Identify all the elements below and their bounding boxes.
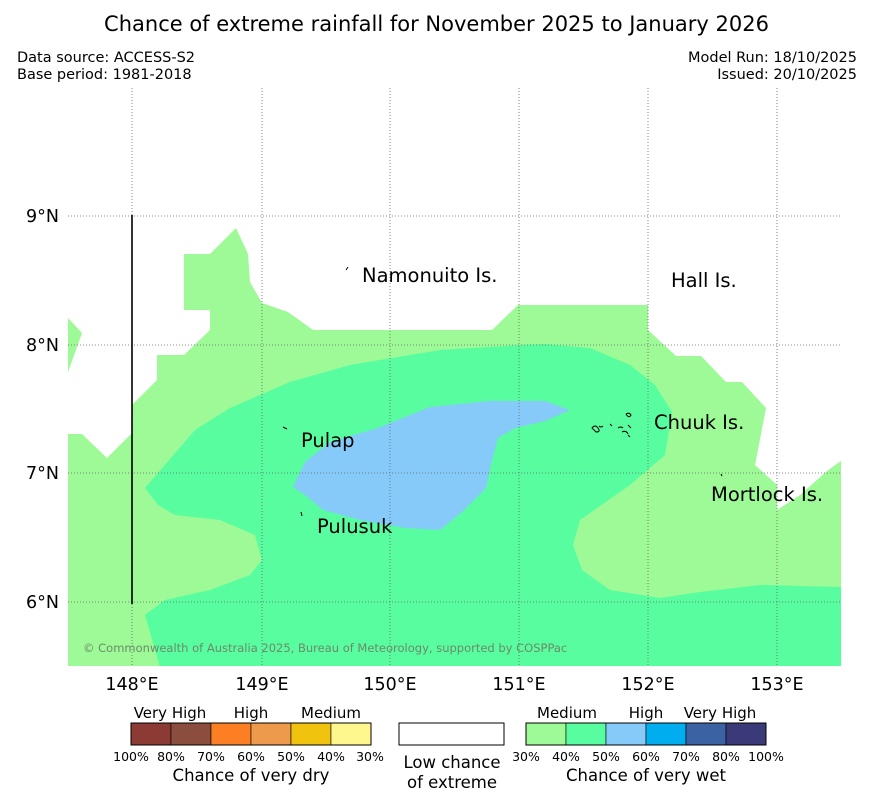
place-labels: Namonuito Is. Hall Is. Pulap Chuuk Is. M… — [301, 264, 823, 538]
legend-dry-category: High — [234, 704, 268, 722]
islands — [282, 266, 723, 517]
legend-dry-frame — [130, 722, 372, 746]
lon-tick-label: 153°E — [750, 675, 803, 695]
legend-dry-category: Medium — [301, 704, 361, 722]
legend-tick: 70% — [672, 749, 700, 764]
place-label: Hall Is. — [671, 269, 737, 292]
place-label: Namonuito Is. — [362, 264, 497, 287]
legend-wet-category: Medium — [537, 704, 597, 722]
legend-wet-swatch — [565, 722, 607, 746]
lat-tick-label: 6°N — [26, 593, 59, 613]
base-period: Base period: 1981-2018 — [17, 67, 192, 83]
region-high-50-60 — [293, 401, 570, 530]
legend-wet-swatch — [645, 722, 687, 746]
legend-tick: 100% — [113, 749, 149, 764]
legend-dry-swatch — [210, 722, 252, 746]
place-label: Pulusuk — [317, 515, 393, 538]
meta-right: Model Run: 18/10/2025 Issued: 20/10/2025 — [688, 50, 857, 84]
legend-dry-swatch — [330, 722, 372, 746]
place-label: Pulap — [301, 429, 355, 452]
copyright-notice: © Commonwealth of Australia 2025, Bureau… — [83, 641, 567, 655]
legend-dry-swatches — [130, 722, 372, 746]
legend-tick: 50% — [277, 749, 305, 764]
data-source: Data source: ACCESS-S2 — [17, 50, 196, 66]
legend-tick: 80% — [157, 749, 185, 764]
legend-dry-swatch — [250, 722, 292, 746]
legend-wet-swatches — [525, 722, 767, 746]
lon-tick-label: 151°E — [492, 675, 545, 695]
issued-date: Issued: 20/10/2025 — [717, 67, 857, 83]
legend-tick: 60% — [237, 749, 265, 764]
chart-title: Chance of extreme rainfall for November … — [104, 12, 769, 36]
legend-tick: 40% — [317, 749, 345, 764]
legend-dry: Very High High Medium 100% 80% 70% 60% 5… — [113, 704, 384, 785]
legend-wet-swatch — [525, 722, 567, 746]
legend-low-line1: Low chance — [403, 753, 500, 772]
legend-tick: 30% — [512, 749, 540, 764]
place-label: Mortlock Is. — [711, 483, 823, 506]
legend-wet-swatch — [685, 722, 727, 746]
lon-tick-label: 149°E — [235, 675, 288, 695]
legend-dry-category: Very High — [134, 704, 207, 722]
legend-low-swatch — [398, 722, 505, 746]
region-medium-40-50 — [145, 344, 841, 666]
legend-tick: 50% — [592, 749, 620, 764]
legend-wet-label: Chance of very wet — [566, 766, 727, 785]
map-plot-area: Namonuito Is. Hall Is. Pulap Chuuk Is. M… — [68, 88, 841, 666]
legend-low-line2: of extreme — [407, 773, 497, 792]
legend-tick: 80% — [712, 749, 740, 764]
island-pulusuk — [300, 511, 303, 517]
legend-tick: 70% — [197, 749, 225, 764]
lat-tick-label: 8°N — [26, 336, 59, 356]
legend-wet-swatch — [605, 722, 647, 746]
lon-tick-label: 152°E — [621, 675, 674, 695]
legend-tick: 60% — [632, 749, 660, 764]
place-label: Chuuk Is. — [654, 411, 744, 434]
legend-dry-ticks: 100% 80% 70% 60% 50% 40% 30% — [113, 749, 384, 764]
legend-dry-swatch — [130, 722, 172, 746]
legend-tick: 40% — [552, 749, 580, 764]
legend-low: Low chance of extreme — [398, 722, 505, 792]
island-namonuito — [345, 266, 349, 271]
legend-wet-category: High — [629, 704, 663, 722]
island-chuuk — [591, 412, 632, 438]
legend: Very High High Medium 100% 80% 70% 60% 5… — [113, 704, 784, 792]
legend-tick: 100% — [748, 749, 784, 764]
legend-dry-swatch — [290, 722, 332, 746]
axis-labels: 148°E 149°E 150°E 151°E 152°E 153°E 9°N … — [26, 207, 804, 695]
legend-wet-category: Very High — [684, 704, 757, 722]
lon-tick-label: 150°E — [363, 675, 416, 695]
island-pulap — [282, 426, 288, 430]
model-run: Model Run: 18/10/2025 — [687, 50, 857, 66]
island-mortlock — [720, 473, 723, 477]
lat-tick-label: 7°N — [26, 464, 59, 484]
legend-wet: Medium High Very High 30% 40% 50% 60% 70… — [512, 704, 784, 785]
legend-dry-label: Chance of very dry — [173, 766, 330, 785]
legend-wet-frame — [525, 722, 767, 746]
legend-wet-ticks: 30% 40% 50% 60% 70% 80% 100% — [512, 749, 784, 764]
meta-left: Data source: ACCESS-S2 Base period: 1981… — [17, 50, 195, 84]
lon-tick-label: 148°E — [105, 675, 158, 695]
legend-dry-swatch — [170, 722, 212, 746]
legend-wet-swatch — [725, 722, 767, 746]
legend-tick: 30% — [356, 749, 384, 764]
lat-tick-label: 9°N — [26, 207, 59, 227]
